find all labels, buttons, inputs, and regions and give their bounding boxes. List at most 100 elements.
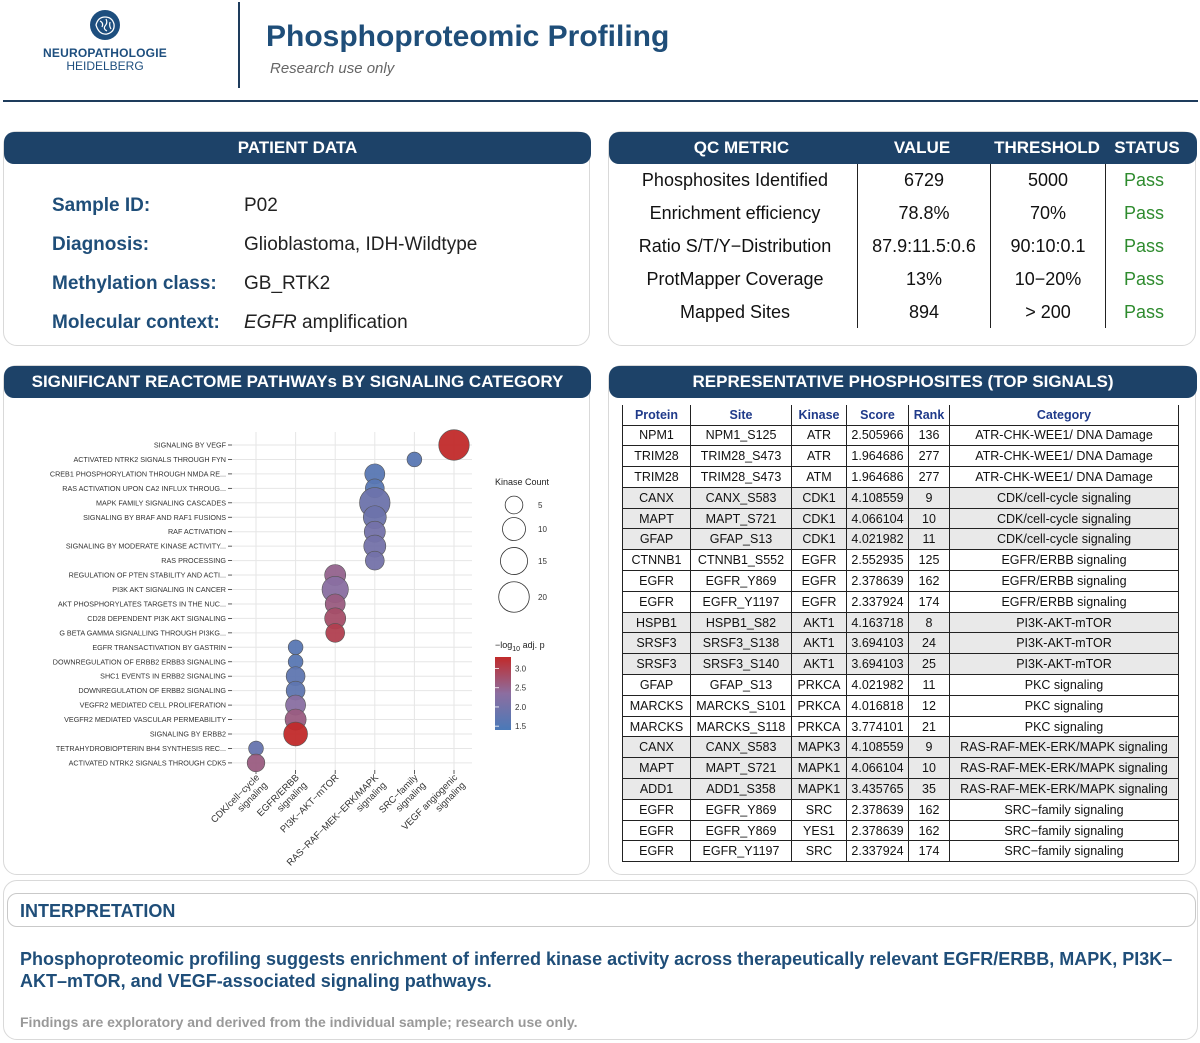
table-row: EGFR EGFR_Y869 YES1 2.378639 162 SRC−family s… <box>622 819 1179 842</box>
rank-cell: 162 <box>908 798 950 821</box>
score-cell: 3.774101 <box>846 715 909 738</box>
pathway-tick-label: AKT PHOSPHORYLATES TARGETS IN THE NUC... <box>58 599 226 608</box>
site-cell: GFAP_S13 <box>690 674 792 696</box>
table-row: TRIM28 TRIM28_S473 ATR 1.964686 277 ATR-CHK-W… <box>622 445 1179 468</box>
interpretation-heading-bar <box>7 893 1196 927</box>
kinase-cell: EGFR <box>791 549 847 572</box>
table-row: MAPT MAPT_S721 MAPK1 4.066104 10 RAS-RAF-MEK-… <box>622 757 1179 780</box>
score-cell: 3.694103 <box>846 632 909 655</box>
rank-cell: 277 <box>908 445 950 468</box>
pathway-tick-label: PI3K AKT SIGNALING IN CANCER <box>112 585 226 594</box>
protein-cell: TRIM28 <box>622 445 691 468</box>
protein-cell: SRSF3 <box>622 653 691 676</box>
kinase-cell: MAPK1 <box>791 757 847 780</box>
protein-cell: TRIM28 <box>622 466 691 488</box>
qc-divider-1 <box>857 164 858 328</box>
table-row: ADD1 ADD1_S358 MAPK1 3.435765 35 RAS-RAF-MEK-… <box>622 778 1179 800</box>
rank-cell: 162 <box>908 570 950 592</box>
site-cell: CANX_S583 <box>690 486 792 509</box>
rank-cell: 12 <box>908 694 950 717</box>
category-cell: ATR-CHK-WEE1/ DNA Damage <box>949 445 1179 468</box>
site-cell: NPM1_S125 <box>690 424 792 447</box>
kinase-cell: SRC <box>791 840 847 863</box>
site-cell: EGFR_Y869 <box>690 570 792 592</box>
qc-status-cell: Pass <box>1123 302 1165 322</box>
kinase-cell: YES1 <box>791 819 847 842</box>
rank-cell: 9 <box>908 486 950 509</box>
pathway-tick-label: SHC1 EVENTS IN ERBB2 SIGNALING <box>100 672 226 681</box>
site-cell: MAPT_S721 <box>690 507 792 530</box>
protein-cell: NPM1 <box>622 424 691 447</box>
category-cell: ATR-CHK-WEE1/ DNA Damage <box>949 466 1179 488</box>
site-cell: MAPT_S721 <box>690 757 792 780</box>
phosphosites-table: Protein Site Kinase Score Rank Category … <box>622 405 1179 863</box>
score-cell: 2.552935 <box>846 549 909 572</box>
score-cell: 2.378639 <box>846 570 909 592</box>
score-cell: 2.378639 <box>846 798 909 821</box>
score-cell: 1.964686 <box>846 466 909 488</box>
legend-title-subscript: 10 <box>512 646 520 653</box>
qc-col-threshold: THRESHOLD <box>994 138 1100 157</box>
category-cell: RAS-RAF-MEK-ERK/MAPK signaling <box>949 736 1179 759</box>
col-score: Score <box>846 405 909 425</box>
qc-value-cell: 894 <box>908 302 940 322</box>
pathway-tick-label: REGULATION OF PTEN STABILITY AND ACTI... <box>69 571 226 580</box>
interpretation-panel <box>3 880 1198 1040</box>
protein-cell: EGFR <box>622 590 691 613</box>
kinase-cell: ATR <box>791 445 847 468</box>
methylation-class-label: Methylation class: <box>52 273 217 294</box>
pathway-tick-label: SIGNALING BY MODERATE KINASE ACTIVITY... <box>66 542 226 551</box>
qc-metric-cell: Mapped Sites <box>679 302 791 322</box>
color-legend-title: −log10 adj. p <box>495 640 545 653</box>
methylation-class-value: GB_RTK2 <box>244 273 331 294</box>
table-row: CANX CANX_S583 MAPK3 4.108559 9 RAS-RAF-MEK-E… <box>622 736 1179 759</box>
category-cell: EGFR/ERBB signaling <box>949 549 1179 572</box>
rank-cell: 277 <box>908 466 950 488</box>
kinase-cell: AKT1 <box>791 653 847 676</box>
institution-logo: NEUROPATHOLOGIE HEIDELBERG <box>30 8 180 72</box>
pathway-tick-label: RAS PROCESSING <box>161 556 226 565</box>
site-cell: MARCKS_S101 <box>690 694 792 717</box>
rank-cell: 174 <box>908 590 950 613</box>
table-row: MARCKS MARCKS_S101 PRKCA 4.016818 12 PKC sign… <box>622 694 1179 717</box>
pathway-tick-label: EGFR TRANSACTIVATION BY GASTRIN <box>92 643 226 652</box>
site-cell: SRSF3_S138 <box>690 632 792 655</box>
qc-threshold-cell: 10−20% <box>1014 269 1082 289</box>
category-cell: PI3K-AKT-mTOR <box>949 653 1179 676</box>
size-legend-circle <box>502 517 526 541</box>
pathway-tick-label: ACTIVATED NTRK2 SIGNALS THROUGH FYN <box>73 455 226 464</box>
sample-id-label: Sample ID: <box>52 195 151 216</box>
size-legend-title: Kinase Count <box>495 477 550 487</box>
site-cell: EGFR_Y1197 <box>690 590 792 613</box>
protein-cell: EGFR <box>622 798 691 821</box>
score-cell: 3.694103 <box>846 653 909 676</box>
color-legend-bar <box>495 657 511 730</box>
pathway-bubble <box>287 639 304 655</box>
qc-status-cell: Pass <box>1123 236 1165 256</box>
rank-cell: 8 <box>908 611 950 634</box>
pathway-bubble <box>283 721 308 747</box>
col-rank: Rank <box>908 405 950 425</box>
pathways-heading: SIGNIFICANT REACTOME PATHWAYs BY SIGNALI… <box>4 366 591 398</box>
site-cell: CANX_S583 <box>690 736 792 759</box>
size-legend-label: 5 <box>538 501 543 510</box>
phosphosites-heading: REPRESENTATIVE PHOSPHOSITES (TOP SIGNALS… <box>609 366 1197 398</box>
rank-cell: 10 <box>908 507 950 530</box>
qc-col-status: STATUS <box>1114 138 1180 157</box>
color-legend-label: 2.0 <box>515 703 527 712</box>
site-cell: EGFR_Y1197 <box>690 840 792 863</box>
logo-text: NEUROPATHOLOGIE <box>43 46 167 60</box>
pathway-tick-label: VEGFR2 MEDIATED VASCULAR PERMEABILITY <box>64 715 226 724</box>
category-cell: RAS-RAF-MEK-ERK/MAPK signaling <box>949 757 1179 780</box>
qc-metric-cell: Phosphosites Identified <box>641 170 829 190</box>
size-legend-label: 10 <box>538 525 547 534</box>
qc-col-value: VALUE <box>893 138 951 157</box>
kinase-cell: SRC <box>791 798 847 821</box>
pathway-bubble <box>438 429 470 461</box>
protein-cell: CTNNB1 <box>622 549 691 572</box>
protein-cell: GFAP <box>622 528 691 551</box>
table-row: SRSF3 SRSF3_S140 AKT1 3.694103 25 PI3K-AKT-mT… <box>622 653 1179 676</box>
score-cell: 4.021982 <box>846 674 909 696</box>
site-cell: SRSF3_S140 <box>690 653 792 676</box>
pathway-bubble <box>325 623 345 643</box>
